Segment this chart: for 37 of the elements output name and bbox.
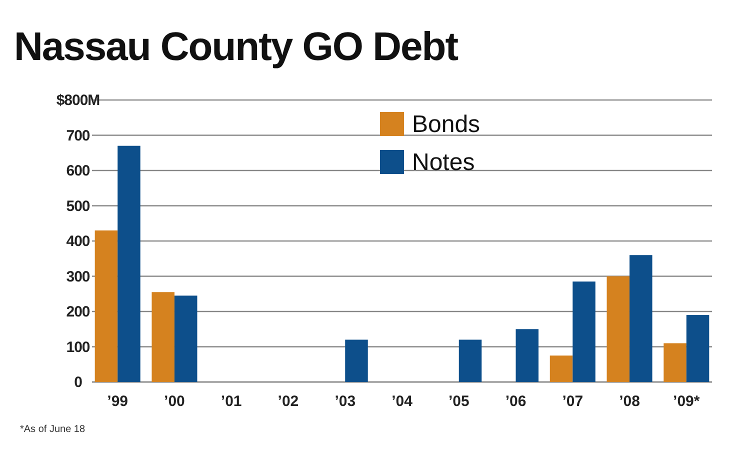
y-tick-label: $800M <box>56 92 100 109</box>
text: *As of June 18 <box>20 424 86 435</box>
x-tick-label: ’00 <box>164 393 185 410</box>
bar <box>606 276 630 382</box>
x-tick-label: ’99 <box>107 393 128 410</box>
x-tick-label: ’09* <box>673 393 700 410</box>
x-tick-label: ’03 <box>334 393 356 410</box>
bar <box>118 146 140 382</box>
bar <box>345 340 368 382</box>
x-tick-label: ’05 <box>448 393 470 410</box>
x-tick-label: ’08 <box>619 393 640 410</box>
x-tick-label: ’06 <box>505 393 526 410</box>
bar <box>174 296 198 382</box>
y-tick-label: 100 <box>66 338 90 356</box>
legend-label: Bonds <box>412 111 480 138</box>
legend-label: Notes <box>412 149 475 176</box>
x-tick-label: ’02 <box>278 393 299 410</box>
y-tick-label: 0 <box>74 374 82 391</box>
bar <box>458 340 482 382</box>
bar <box>550 356 573 382</box>
bar <box>630 255 652 382</box>
y-tick-label: 300 <box>66 268 90 286</box>
bar <box>686 315 710 382</box>
x-tick-label: ’04 <box>392 393 414 410</box>
x-tick-label: ’01 <box>220 393 242 410</box>
x-tick-label: ’07 <box>562 393 584 410</box>
bar <box>572 282 596 382</box>
bar <box>664 343 686 382</box>
y-tick-label: 600 <box>66 162 90 180</box>
bar <box>152 292 174 382</box>
y-tick-label: 200 <box>66 304 90 320</box>
y-tick-label: 500 <box>66 198 90 215</box>
chart-title: Nassau County GO Debt <box>14 25 458 69</box>
y-tick-label: 400 <box>66 233 90 250</box>
bar <box>516 329 539 382</box>
bar <box>94 230 118 382</box>
y-tick-label: 700 <box>66 127 90 144</box>
